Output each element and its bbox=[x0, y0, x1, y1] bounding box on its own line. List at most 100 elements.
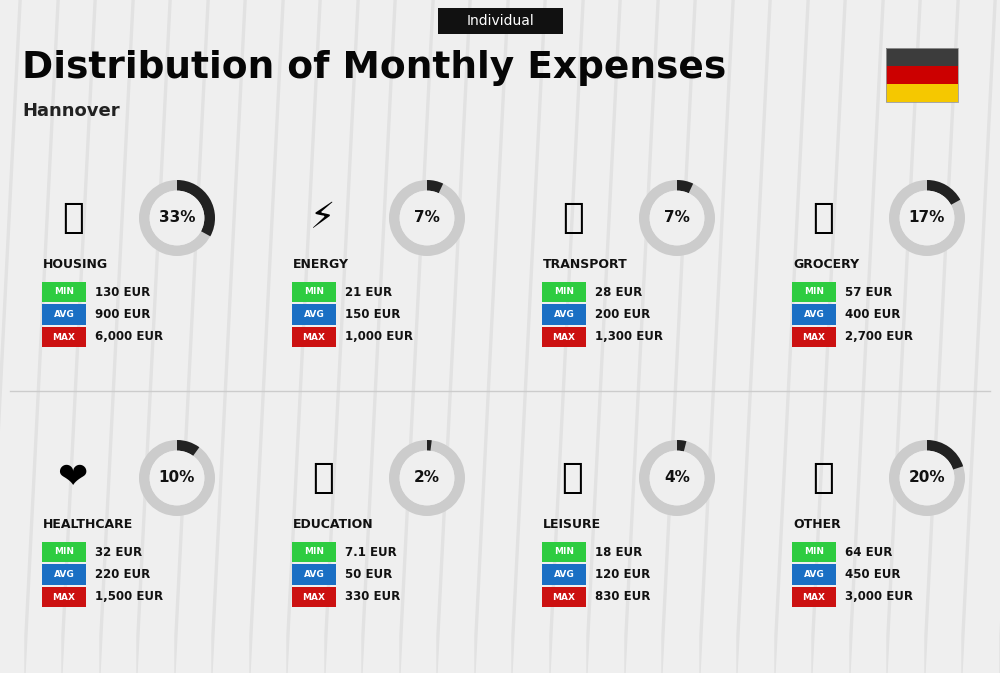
FancyBboxPatch shape bbox=[42, 542, 86, 562]
Circle shape bbox=[150, 451, 204, 505]
FancyBboxPatch shape bbox=[438, 8, 562, 34]
Circle shape bbox=[650, 190, 704, 246]
Text: 18 EUR: 18 EUR bbox=[595, 546, 642, 559]
Text: 57 EUR: 57 EUR bbox=[845, 285, 892, 299]
Wedge shape bbox=[889, 440, 965, 516]
Text: MIN: MIN bbox=[304, 548, 324, 557]
Text: 450 EUR: 450 EUR bbox=[845, 568, 900, 581]
FancyBboxPatch shape bbox=[42, 327, 86, 347]
Text: 200 EUR: 200 EUR bbox=[595, 308, 650, 321]
Text: 20%: 20% bbox=[909, 470, 945, 485]
FancyBboxPatch shape bbox=[542, 587, 586, 607]
Text: MIN: MIN bbox=[54, 287, 74, 297]
Text: MIN: MIN bbox=[54, 548, 74, 557]
Text: LEISURE: LEISURE bbox=[543, 518, 601, 532]
Text: AVG: AVG bbox=[554, 570, 574, 579]
Text: 🚌: 🚌 bbox=[562, 201, 584, 235]
FancyBboxPatch shape bbox=[42, 282, 86, 302]
FancyBboxPatch shape bbox=[42, 587, 86, 607]
Text: 🏢: 🏢 bbox=[62, 201, 84, 235]
Wedge shape bbox=[639, 440, 715, 516]
Text: MIN: MIN bbox=[554, 287, 574, 297]
Wedge shape bbox=[677, 180, 693, 193]
Text: 1,000 EUR: 1,000 EUR bbox=[345, 330, 413, 343]
Wedge shape bbox=[639, 180, 715, 256]
Wedge shape bbox=[139, 180, 215, 256]
Circle shape bbox=[150, 190, 204, 246]
FancyBboxPatch shape bbox=[42, 564, 86, 585]
Text: 6,000 EUR: 6,000 EUR bbox=[95, 330, 163, 343]
Text: 1,300 EUR: 1,300 EUR bbox=[595, 330, 663, 343]
Text: 7.1 EUR: 7.1 EUR bbox=[345, 546, 397, 559]
Text: 7%: 7% bbox=[664, 211, 690, 225]
Text: MAX: MAX bbox=[302, 332, 326, 341]
Text: HEALTHCARE: HEALTHCARE bbox=[43, 518, 133, 532]
FancyBboxPatch shape bbox=[792, 327, 836, 347]
Text: 3,000 EUR: 3,000 EUR bbox=[845, 590, 913, 604]
Text: HOUSING: HOUSING bbox=[43, 258, 108, 271]
Text: 120 EUR: 120 EUR bbox=[595, 568, 650, 581]
FancyBboxPatch shape bbox=[792, 587, 836, 607]
Text: ❤️: ❤️ bbox=[58, 461, 88, 495]
Text: 330 EUR: 330 EUR bbox=[345, 590, 400, 604]
Text: MIN: MIN bbox=[554, 548, 574, 557]
Text: 830 EUR: 830 EUR bbox=[595, 590, 650, 604]
Text: 💰: 💰 bbox=[812, 461, 834, 495]
FancyBboxPatch shape bbox=[292, 327, 336, 347]
Text: 900 EUR: 900 EUR bbox=[95, 308, 150, 321]
Text: ⚡: ⚡ bbox=[310, 201, 336, 235]
Text: 7%: 7% bbox=[414, 211, 440, 225]
Wedge shape bbox=[427, 440, 432, 451]
Text: MAX: MAX bbox=[552, 592, 576, 602]
Text: 150 EUR: 150 EUR bbox=[345, 308, 400, 321]
Text: AVG: AVG bbox=[804, 570, 824, 579]
Text: 4%: 4% bbox=[664, 470, 690, 485]
Text: 🛍️: 🛍️ bbox=[562, 461, 584, 495]
Text: AVG: AVG bbox=[54, 310, 74, 319]
Text: MAX: MAX bbox=[802, 332, 826, 341]
Wedge shape bbox=[139, 440, 215, 516]
Text: MAX: MAX bbox=[552, 332, 576, 341]
Text: MIN: MIN bbox=[804, 287, 824, 297]
Wedge shape bbox=[177, 180, 215, 236]
Text: AVG: AVG bbox=[804, 310, 824, 319]
Text: Individual: Individual bbox=[466, 14, 534, 28]
Circle shape bbox=[400, 190, 454, 246]
Text: 2,700 EUR: 2,700 EUR bbox=[845, 330, 913, 343]
Text: MIN: MIN bbox=[804, 548, 824, 557]
FancyBboxPatch shape bbox=[542, 564, 586, 585]
Text: MAX: MAX bbox=[52, 332, 76, 341]
Wedge shape bbox=[177, 440, 199, 456]
FancyBboxPatch shape bbox=[542, 282, 586, 302]
Wedge shape bbox=[389, 440, 465, 516]
Text: MIN: MIN bbox=[304, 287, 324, 297]
FancyBboxPatch shape bbox=[886, 84, 958, 102]
Circle shape bbox=[400, 451, 454, 505]
Text: 21 EUR: 21 EUR bbox=[345, 285, 392, 299]
Text: OTHER: OTHER bbox=[793, 518, 841, 532]
Circle shape bbox=[900, 451, 954, 505]
Text: 1,500 EUR: 1,500 EUR bbox=[95, 590, 163, 604]
FancyBboxPatch shape bbox=[292, 587, 336, 607]
Text: ENERGY: ENERGY bbox=[293, 258, 349, 271]
Wedge shape bbox=[677, 440, 686, 452]
Text: 32 EUR: 32 EUR bbox=[95, 546, 142, 559]
Text: AVG: AVG bbox=[554, 310, 574, 319]
Text: 400 EUR: 400 EUR bbox=[845, 308, 900, 321]
FancyBboxPatch shape bbox=[42, 304, 86, 325]
FancyBboxPatch shape bbox=[886, 66, 958, 84]
Circle shape bbox=[900, 190, 954, 246]
Text: 🛒: 🛒 bbox=[812, 201, 834, 235]
Text: Hannover: Hannover bbox=[22, 102, 120, 120]
Text: 2%: 2% bbox=[414, 470, 440, 485]
Wedge shape bbox=[889, 180, 965, 256]
FancyBboxPatch shape bbox=[292, 282, 336, 302]
FancyBboxPatch shape bbox=[792, 282, 836, 302]
Text: Distribution of Monthly Expenses: Distribution of Monthly Expenses bbox=[22, 50, 726, 86]
Wedge shape bbox=[427, 180, 443, 193]
Text: 17%: 17% bbox=[909, 211, 945, 225]
Text: 33%: 33% bbox=[159, 211, 195, 225]
Text: TRANSPORT: TRANSPORT bbox=[543, 258, 628, 271]
Text: MAX: MAX bbox=[302, 592, 326, 602]
Text: AVG: AVG bbox=[304, 570, 324, 579]
